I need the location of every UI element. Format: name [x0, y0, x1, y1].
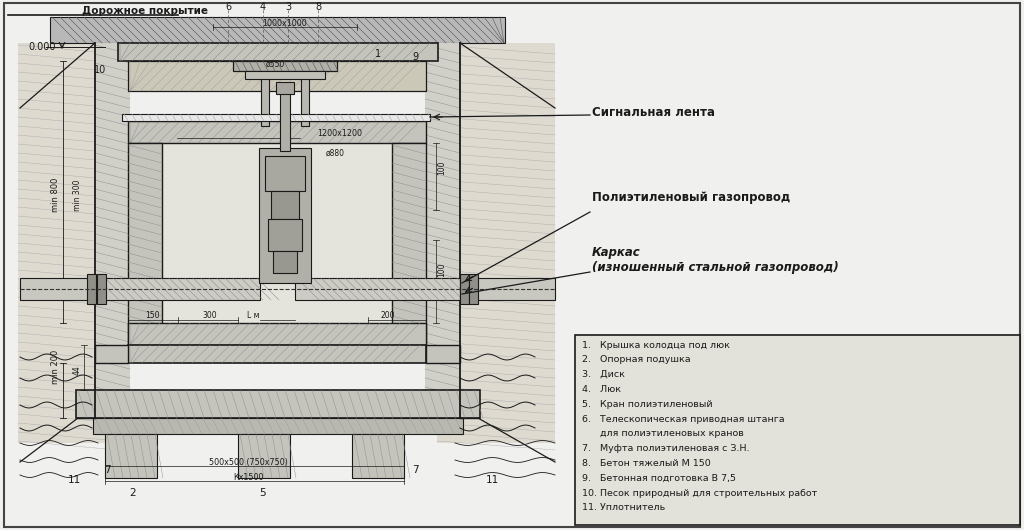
- Text: 3.   Диск: 3. Диск: [582, 370, 625, 379]
- Text: 44: 44: [73, 365, 82, 375]
- Bar: [295, 278, 460, 300]
- Bar: [87, 274, 96, 304]
- Text: 2: 2: [130, 488, 136, 498]
- Text: 11: 11: [68, 475, 81, 485]
- Text: 1: 1: [375, 49, 381, 59]
- Text: 11. Уплотнитель: 11. Уплотнитель: [582, 504, 666, 513]
- Text: 2.   Опорная подушка: 2. Опорная подушка: [582, 355, 690, 364]
- Text: ø880: ø880: [326, 148, 344, 157]
- Text: 300: 300: [203, 311, 217, 320]
- Text: 200: 200: [381, 311, 395, 320]
- Bar: [128, 143, 162, 345]
- Text: 1200х1200: 1200х1200: [317, 129, 362, 138]
- Bar: [128, 345, 426, 363]
- Text: 1000х1000: 1000х1000: [262, 19, 307, 28]
- Text: min 300: min 300: [73, 179, 82, 211]
- Text: 7: 7: [412, 465, 419, 475]
- Text: 11: 11: [485, 475, 499, 485]
- Bar: [392, 143, 426, 345]
- Text: 6.   Телескопическая приводная штанга: 6. Телескопическая приводная штанга: [582, 414, 784, 423]
- Text: 150: 150: [144, 311, 160, 320]
- Bar: [271, 191, 299, 219]
- Text: 7: 7: [103, 465, 111, 475]
- Text: 4: 4: [260, 2, 266, 12]
- Bar: [426, 345, 460, 363]
- Text: 10. Песок природный для строительных работ: 10. Песок природный для строительных раб…: [582, 489, 817, 498]
- Bar: [352, 434, 404, 478]
- Bar: [273, 251, 297, 273]
- Text: 9.   Бетонная подготовка В 7,5: 9. Бетонная подготовка В 7,5: [582, 474, 736, 483]
- Text: 8: 8: [315, 2, 322, 12]
- Bar: [425, 43, 460, 418]
- Bar: [437, 43, 555, 443]
- Text: Каркас
(изношенный стальной газопровод): Каркас (изношенный стальной газопровод): [592, 246, 839, 274]
- Text: 5: 5: [260, 488, 266, 498]
- Text: 5.   Кран полиэтиленовый: 5. Кран полиэтиленовый: [582, 400, 713, 409]
- Text: 4.   Люк: 4. Люк: [582, 385, 621, 394]
- Text: для полиэтиленовых кранов: для полиэтиленовых кранов: [582, 429, 743, 438]
- Text: 1.   Крышка колодца под люк: 1. Крышка колодца под люк: [582, 340, 730, 349]
- Bar: [162, 143, 392, 323]
- Text: 0.000: 0.000: [28, 42, 55, 52]
- Bar: [128, 121, 426, 143]
- Text: 6: 6: [225, 2, 231, 12]
- Text: 3: 3: [285, 2, 291, 12]
- Bar: [460, 278, 555, 300]
- Text: Сигнальная лента: Сигнальная лента: [592, 105, 715, 119]
- Bar: [128, 323, 426, 345]
- Bar: [122, 114, 430, 121]
- Bar: [460, 274, 469, 304]
- Bar: [128, 61, 426, 91]
- Bar: [93, 418, 463, 434]
- Text: 100: 100: [437, 161, 446, 175]
- Bar: [233, 61, 337, 71]
- Text: Кх1500: Кх1500: [232, 473, 263, 481]
- Bar: [469, 274, 478, 304]
- Bar: [265, 156, 305, 191]
- Bar: [238, 434, 290, 478]
- Bar: [18, 43, 118, 443]
- Text: Полиэтиленовый газопровод: Полиэтиленовый газопровод: [592, 191, 791, 205]
- Bar: [245, 71, 325, 79]
- Bar: [105, 434, 157, 478]
- Bar: [259, 148, 311, 283]
- Bar: [76, 390, 480, 418]
- Text: 10: 10: [94, 65, 106, 75]
- Text: ø550: ø550: [265, 59, 285, 68]
- Text: min 200: min 200: [50, 350, 59, 384]
- Bar: [575, 335, 1020, 525]
- Bar: [97, 274, 106, 304]
- Text: 500х500 (750х750): 500х500 (750х750): [209, 457, 288, 466]
- Bar: [301, 71, 309, 126]
- Bar: [118, 43, 438, 61]
- Text: 100: 100: [437, 263, 446, 277]
- Text: Дорожное покрытие: Дорожное покрытие: [82, 6, 208, 16]
- Text: 7.   Муфта полиэтиленовая с З.Н.: 7. Муфта полиэтиленовая с З.Н.: [582, 444, 750, 453]
- Bar: [261, 71, 269, 126]
- Bar: [280, 91, 290, 151]
- Bar: [276, 82, 294, 94]
- Text: 9: 9: [412, 52, 418, 62]
- Bar: [95, 43, 130, 418]
- Bar: [95, 278, 260, 300]
- Bar: [50, 17, 505, 43]
- Bar: [95, 345, 128, 363]
- Bar: [20, 278, 95, 300]
- Bar: [268, 219, 302, 251]
- Text: min 800: min 800: [50, 178, 59, 212]
- Text: L м: L м: [247, 311, 259, 320]
- Text: 8.   Бетон тяжелый М 150: 8. Бетон тяжелый М 150: [582, 459, 711, 468]
